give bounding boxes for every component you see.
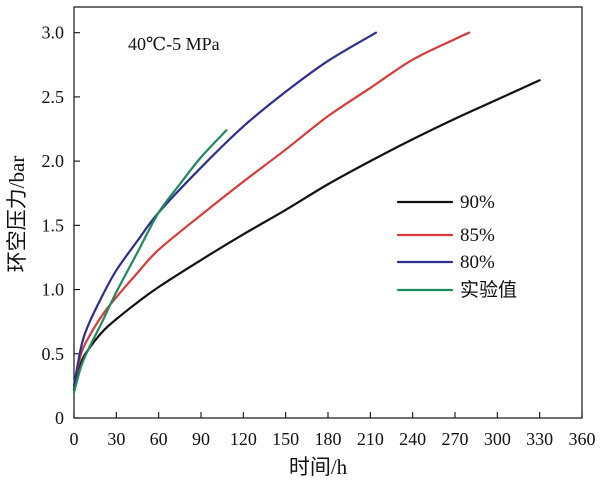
series-line-2 — [72, 31, 378, 387]
x-tick-label: 0 — [70, 429, 79, 449]
legend-label-1: 85% — [460, 225, 495, 246]
series-line-1 — [72, 31, 471, 387]
y-tick-label: 1.0 — [42, 280, 65, 300]
x-tick-label: 300 — [484, 429, 511, 449]
y-tick-label: 1.5 — [42, 215, 65, 235]
series-group — [72, 31, 541, 394]
x-tick-label: 360 — [569, 429, 596, 449]
x-tick-label: 150 — [272, 429, 299, 449]
x-tick-label: 120 — [230, 429, 257, 449]
x-tick-label: 90 — [192, 429, 210, 449]
series-line-3 — [72, 129, 228, 394]
x-tick-label: 330 — [526, 429, 553, 449]
legend: 90% 85% 80% 实验值 — [396, 192, 517, 301]
x-tick-label: 240 — [399, 429, 426, 449]
x-tick-label: 210 — [357, 429, 384, 449]
y-ticks: 0 0.5 1.0 1.5 2.0 2.5 3.0 — [42, 23, 80, 428]
legend-label-2: 80% — [460, 252, 495, 273]
x-ticks: 0 30 60 90 120 150 180 210 240 270 300 330 360 — [70, 412, 596, 449]
y-tick-label: 0 — [55, 408, 64, 428]
y-axis-title: 环空压力/bar — [5, 156, 29, 273]
x-axis-title: 时间/h — [289, 455, 348, 479]
plot-area — [73, 6, 583, 419]
y-tick-label: 2.5 — [42, 87, 65, 107]
x-tick-label: 30 — [107, 429, 125, 449]
y-tick-label: 0.5 — [42, 344, 65, 364]
x-tick-label: 270 — [442, 429, 469, 449]
condition-annotation: 40℃-5 MPa — [128, 34, 220, 54]
legend-label-0: 90% — [460, 192, 495, 213]
y-tick-label: 2.0 — [42, 151, 65, 171]
x-tick-label: 60 — [150, 429, 168, 449]
x-tick-label: 180 — [315, 429, 342, 449]
legend-label-3: 实验值 — [460, 279, 517, 301]
series-line-0 — [72, 79, 541, 391]
y-tick-label: 3.0 — [42, 23, 65, 43]
